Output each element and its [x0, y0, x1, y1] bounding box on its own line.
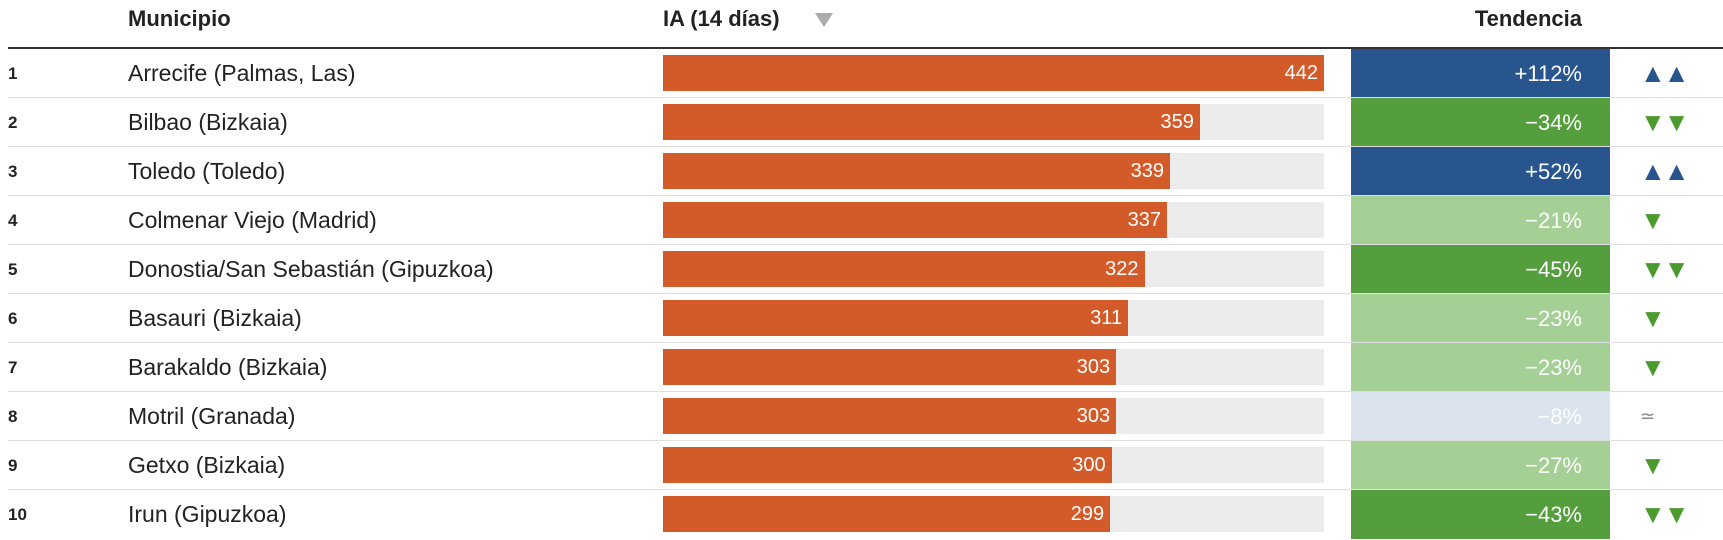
- bar: [663, 496, 1111, 532]
- trend-icon: ▼: [1640, 450, 1666, 480]
- row-separator: [8, 97, 1723, 98]
- municipio: Colmenar Viejo (Madrid): [128, 207, 377, 233]
- bar-label: 303: [1076, 405, 1111, 427]
- trend-icon: ▲▲: [1640, 156, 1689, 186]
- tendencia: −34%: [1351, 98, 1610, 147]
- bar: [663, 153, 1170, 189]
- rank: 10: [8, 505, 27, 524]
- bar-label: 442: [1284, 62, 1318, 84]
- trend-icon: ▼▼: [1640, 254, 1689, 284]
- bar-label: 299: [1070, 503, 1105, 525]
- column-header: Municipio: [128, 6, 231, 31]
- rank: 1: [8, 64, 18, 83]
- tendencia: −23%: [1351, 343, 1610, 392]
- bar: [663, 251, 1145, 287]
- rank: 2: [8, 113, 18, 132]
- row-separator: [8, 195, 1723, 196]
- trend-icon: ≃: [1640, 406, 1655, 426]
- municipio: Arrecife (Palmas, Las): [128, 60, 356, 86]
- bar-label: 311: [1090, 307, 1123, 329]
- row-separator: [8, 244, 1723, 245]
- bar-label: 300: [1072, 454, 1106, 476]
- municipio: Basauri (Bizkaia): [128, 305, 302, 331]
- tendencia: −21%: [1351, 196, 1610, 245]
- tendencia: −43%: [1351, 490, 1610, 539]
- municipio: Irun (Gipuzkoa): [128, 501, 287, 527]
- municipio: Toledo (Toledo): [128, 158, 286, 184]
- bar-label: 322: [1105, 258, 1139, 280]
- municipio: Getxo (Bizkaia): [128, 452, 286, 478]
- trend-icon: ▼: [1640, 205, 1666, 235]
- rank: 6: [8, 309, 18, 328]
- row-separator: [8, 440, 1723, 441]
- row-separator: [8, 391, 1723, 392]
- tendencia: −23%: [1351, 294, 1610, 343]
- bar: [663, 349, 1117, 385]
- municipio: Motril (Granada): [128, 403, 296, 429]
- bar-label: 337: [1127, 209, 1161, 231]
- rank: 4: [8, 211, 18, 230]
- tendencia: +112%: [1351, 49, 1610, 98]
- row-separator: [8, 489, 1723, 490]
- bar: [663, 55, 1324, 91]
- bar-label: 359: [1160, 111, 1194, 133]
- tendencia: −45%: [1351, 245, 1610, 294]
- trend-icon: ▼▼: [1640, 499, 1689, 529]
- municipio: Bilbao (Bizkaia): [128, 109, 288, 135]
- column-header: Tendencia: [1474, 6, 1582, 31]
- bar: [663, 202, 1167, 238]
- trend-icon: ▼: [1640, 352, 1666, 382]
- tendencia: −8%: [1351, 392, 1610, 441]
- column-header[interactable]: IA (14 días): [663, 6, 780, 31]
- rank: 7: [8, 358, 18, 377]
- rank: 9: [8, 456, 18, 475]
- header-rule: [8, 47, 1723, 49]
- bar: [663, 300, 1129, 336]
- bar: [663, 398, 1117, 434]
- rank: 8: [8, 407, 18, 426]
- bar-label: 303: [1076, 356, 1111, 378]
- municipio: Barakaldo (Bizkaia): [128, 354, 328, 380]
- bar-label: 339: [1130, 160, 1164, 182]
- row-separator: [8, 293, 1723, 294]
- trend-icon: ▲▲: [1640, 58, 1689, 88]
- tendencia: +52%: [1351, 147, 1610, 196]
- tendencia: −27%: [1351, 441, 1610, 490]
- row-separator: [8, 146, 1723, 147]
- bar: [663, 104, 1200, 140]
- sort-indicator[interactable]: [815, 13, 833, 27]
- trend-icon: ▼: [1640, 303, 1666, 333]
- rank: 5: [8, 260, 18, 279]
- trend-icon: ▼▼: [1640, 107, 1689, 137]
- municipio: Donostia/San Sebastián (Gipuzkoa): [128, 256, 494, 282]
- bar: [663, 447, 1112, 483]
- row-separator: [8, 342, 1723, 343]
- rank: 3: [8, 162, 18, 181]
